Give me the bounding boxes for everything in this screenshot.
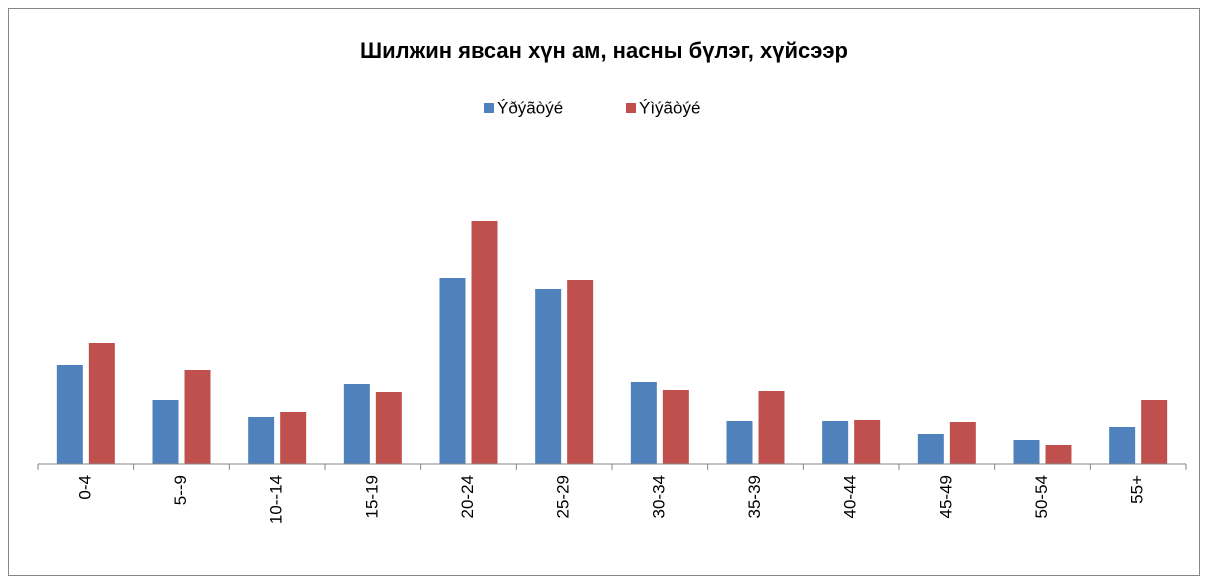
bar bbox=[248, 417, 275, 464]
x-tick-label: 25-29 bbox=[554, 475, 573, 518]
bar bbox=[822, 421, 849, 464]
chart-title: Шилжин явсан хүн ам, насны бүлэг, хүйсээ… bbox=[360, 38, 848, 63]
bar bbox=[917, 434, 944, 464]
x-tick-label: 35-39 bbox=[745, 475, 764, 518]
bar bbox=[1045, 445, 1072, 464]
x-tick-label: 50-54 bbox=[1032, 475, 1051, 518]
bar bbox=[280, 412, 307, 464]
bar bbox=[758, 391, 785, 464]
bar bbox=[726, 421, 753, 464]
bar bbox=[88, 343, 115, 464]
x-tick-label: 0-4 bbox=[75, 475, 94, 500]
bar bbox=[184, 370, 211, 464]
bar bbox=[375, 392, 402, 464]
legend-swatch bbox=[626, 103, 636, 113]
legend-swatch bbox=[484, 103, 494, 113]
bar bbox=[343, 384, 370, 464]
bar bbox=[152, 400, 179, 464]
bar bbox=[439, 278, 466, 464]
bar bbox=[662, 390, 689, 464]
bar bbox=[1013, 440, 1040, 464]
chart-frame bbox=[8, 8, 1200, 576]
x-tick-label: 15-19 bbox=[362, 475, 381, 518]
legend-label: Ýðýãòýé bbox=[497, 98, 563, 117]
bar bbox=[567, 280, 594, 464]
bar bbox=[854, 420, 881, 464]
x-tick-label: 30-34 bbox=[649, 475, 668, 518]
bar bbox=[949, 422, 976, 464]
bar bbox=[471, 221, 498, 464]
bar bbox=[1141, 400, 1168, 464]
x-tick-label: 45-49 bbox=[936, 475, 955, 518]
bar bbox=[535, 289, 562, 464]
x-tick-label: 40-44 bbox=[841, 475, 860, 518]
x-tick-label: 5--9 bbox=[171, 475, 190, 505]
x-tick-label: 20-24 bbox=[458, 475, 477, 518]
bar bbox=[1109, 427, 1136, 464]
legend-label: Ýìýãòýé bbox=[639, 98, 700, 117]
x-tick-label: 55+ bbox=[1128, 475, 1147, 504]
bar bbox=[630, 382, 657, 464]
bar bbox=[56, 365, 83, 464]
x-tick-label: 10--14 bbox=[267, 475, 286, 524]
